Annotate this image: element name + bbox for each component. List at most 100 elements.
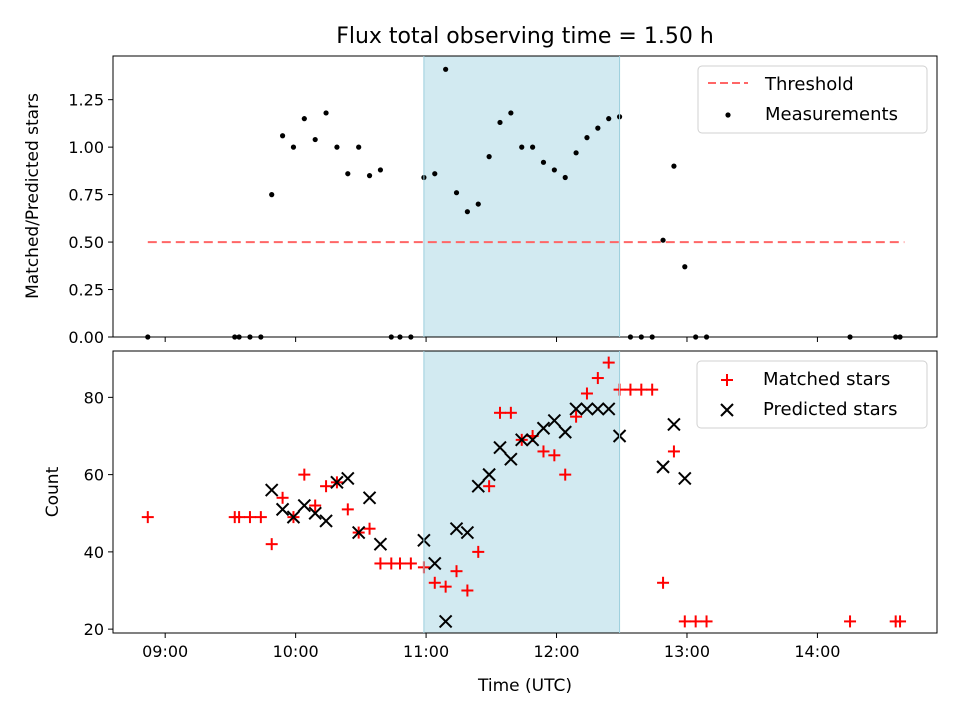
x-tick-label: 10:00 <box>273 642 319 661</box>
predicted-star-point <box>536 421 551 435</box>
measurement-point <box>573 150 579 156</box>
measurement-point <box>443 66 449 72</box>
y-tick-label: 0.00 <box>68 328 104 347</box>
y-tick-label: 60 <box>84 466 104 485</box>
measurement-point <box>301 116 307 122</box>
measurement-point <box>562 174 568 181</box>
bottom-plot-frame <box>112 350 938 634</box>
matched-star-point <box>374 557 387 570</box>
predicted-star-point <box>515 433 529 447</box>
predicted-star-point <box>667 417 681 432</box>
matched-star-point <box>602 356 615 369</box>
measurement-point <box>377 167 384 173</box>
x-tick-label: 11:00 <box>403 642 449 661</box>
matched-star-point <box>548 449 561 462</box>
legend-predicted-label: Predicted stars <box>763 399 897 420</box>
legend-matched-label: Matched stars <box>763 369 890 390</box>
matched-star-point <box>894 615 907 628</box>
matched-star-point <box>265 538 278 551</box>
matched-star-point <box>254 511 267 524</box>
legend-threshold-label: Threshold <box>764 74 854 95</box>
predicted-star-point <box>351 525 366 540</box>
legend-matched-swatch <box>721 374 733 386</box>
bottom-y-axis-label: Count <box>43 466 63 517</box>
measurement-point <box>464 209 470 215</box>
matched-star-point <box>559 468 572 481</box>
measurement-point <box>497 119 503 126</box>
measurement-point <box>356 144 362 150</box>
predicted-star-point <box>558 425 572 439</box>
matched-star-point <box>689 615 702 628</box>
measurement-point <box>660 237 666 243</box>
predicted-star-point <box>547 413 562 428</box>
measurement-point <box>323 110 329 116</box>
measurement-point <box>530 144 536 150</box>
matched-star-point <box>141 511 154 524</box>
bottom-legend: Matched stars Predicted stars <box>696 360 928 429</box>
x-tick-label: 14:00 <box>794 642 840 661</box>
predicted-star-point <box>449 521 464 536</box>
measurement-point <box>290 144 297 150</box>
predicted-star-point <box>525 433 540 447</box>
y-tick-label: 1.25 <box>68 91 104 110</box>
predicted-star-point <box>591 402 605 416</box>
predicted-star-point <box>341 471 355 486</box>
x-tick-label: 13:00 <box>664 642 710 661</box>
matched-star-point <box>309 499 322 512</box>
y-tick-label: 80 <box>84 388 104 407</box>
measurement-point <box>508 110 514 116</box>
y-tick-label: 0.75 <box>68 186 104 205</box>
matched-star-point <box>243 511 256 524</box>
chart-title: Flux total observing time = 1.50 h <box>336 24 714 49</box>
x-tick-label: 09:00 <box>142 642 188 661</box>
measurement-point <box>682 264 688 270</box>
x-tick-label: 12:00 <box>533 642 579 661</box>
matched-star-point <box>298 468 311 481</box>
predicted-star-point <box>319 514 333 528</box>
measurement-point <box>453 190 460 196</box>
predicted-star-point <box>275 502 290 517</box>
matched-star-point <box>483 480 496 493</box>
measurement-point <box>671 163 677 169</box>
legend-measurements-swatch <box>725 112 731 118</box>
measurement-point <box>540 159 547 165</box>
legend-measurements-label: Measurements <box>765 104 898 125</box>
measurement-point <box>345 171 351 177</box>
matched-star-point <box>404 557 417 570</box>
matched-star-point <box>667 445 680 458</box>
measurement-point <box>312 136 318 143</box>
measurement-point <box>595 125 601 131</box>
measurement-point <box>486 154 492 160</box>
predicted-star-point <box>471 479 485 493</box>
predicted-star-point <box>493 440 507 455</box>
matched-star-point <box>504 406 517 419</box>
predicted-star-point <box>428 556 442 571</box>
matched-star-point <box>428 576 441 589</box>
measurement-point <box>269 192 275 198</box>
predicted-star-point <box>504 452 518 466</box>
predicted-star-point <box>308 506 322 520</box>
top-panel: 0.00 0.25 0.50 0.75 1.00 1.25 Matched/Predict… <box>23 55 938 347</box>
predicted-star-point <box>297 498 312 513</box>
measurement-point <box>584 135 590 141</box>
matched-star-point <box>580 387 593 400</box>
top-legend: Threshold Measurements <box>697 65 928 134</box>
matched-star-point <box>844 615 857 628</box>
predicted-star-point <box>580 402 594 416</box>
y-tick-label: 0.50 <box>68 233 104 252</box>
matched-star-point <box>461 584 474 597</box>
predicted-star-point <box>460 525 475 540</box>
matched-star-point <box>320 480 333 493</box>
top-plot-frame <box>112 55 938 338</box>
predicted-star-point <box>265 483 279 497</box>
predicted-star-point <box>482 467 496 482</box>
measurement-point <box>475 201 481 207</box>
predicted-star-point <box>569 402 583 416</box>
matched-star-point <box>624 383 637 396</box>
matched-star-point <box>493 406 506 419</box>
predicted-star-point <box>678 471 692 486</box>
predicted-star-point <box>373 537 388 551</box>
measurement-point <box>519 144 525 150</box>
matched-star-point <box>678 615 691 628</box>
x-axis-label: Time (UTC) <box>477 676 572 696</box>
